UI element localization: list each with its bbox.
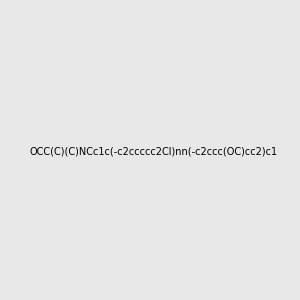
Text: OCC(C)(C)NCc1c(-c2ccccc2Cl)nn(-c2ccc(OC)cc2)c1: OCC(C)(C)NCc1c(-c2ccccc2Cl)nn(-c2ccc(OC)…	[30, 146, 278, 157]
